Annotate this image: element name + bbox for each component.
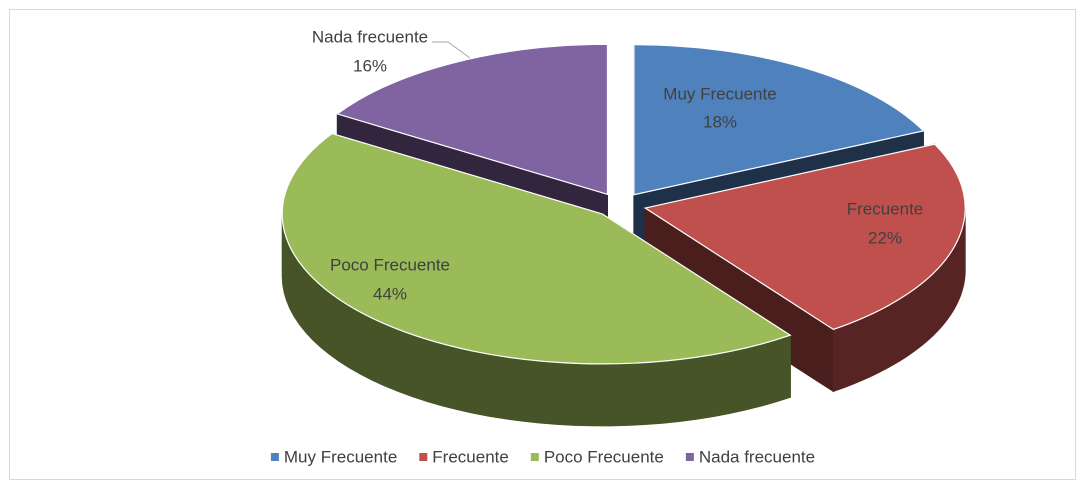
legend-label: Frecuente (432, 447, 509, 466)
slice-label: Frecuente (847, 199, 924, 218)
slice-value-label: 18% (703, 112, 737, 131)
legend-swatch (530, 453, 539, 461)
slice-label: Nada frecuente (312, 27, 428, 46)
slice-label: Poco Frecuente (330, 255, 450, 274)
legend-swatch (270, 453, 279, 461)
legend-label: Poco Frecuente (544, 447, 664, 466)
leader-line (432, 41, 471, 59)
pie-slice (335, 43, 609, 196)
legend-swatch (685, 453, 694, 461)
pie-slice (281, 132, 792, 365)
legend-label: Nada frecuente (699, 447, 815, 466)
legend-swatch (419, 453, 428, 461)
slice-value-label: 16% (353, 56, 387, 75)
pie-slice (643, 143, 966, 331)
slice-value-label: 44% (373, 284, 407, 303)
legend-label: Muy Frecuente (284, 447, 397, 466)
pie-slice (633, 44, 925, 196)
slice-value-label: 22% (868, 228, 902, 247)
slice-label: Muy Frecuente (663, 84, 776, 103)
